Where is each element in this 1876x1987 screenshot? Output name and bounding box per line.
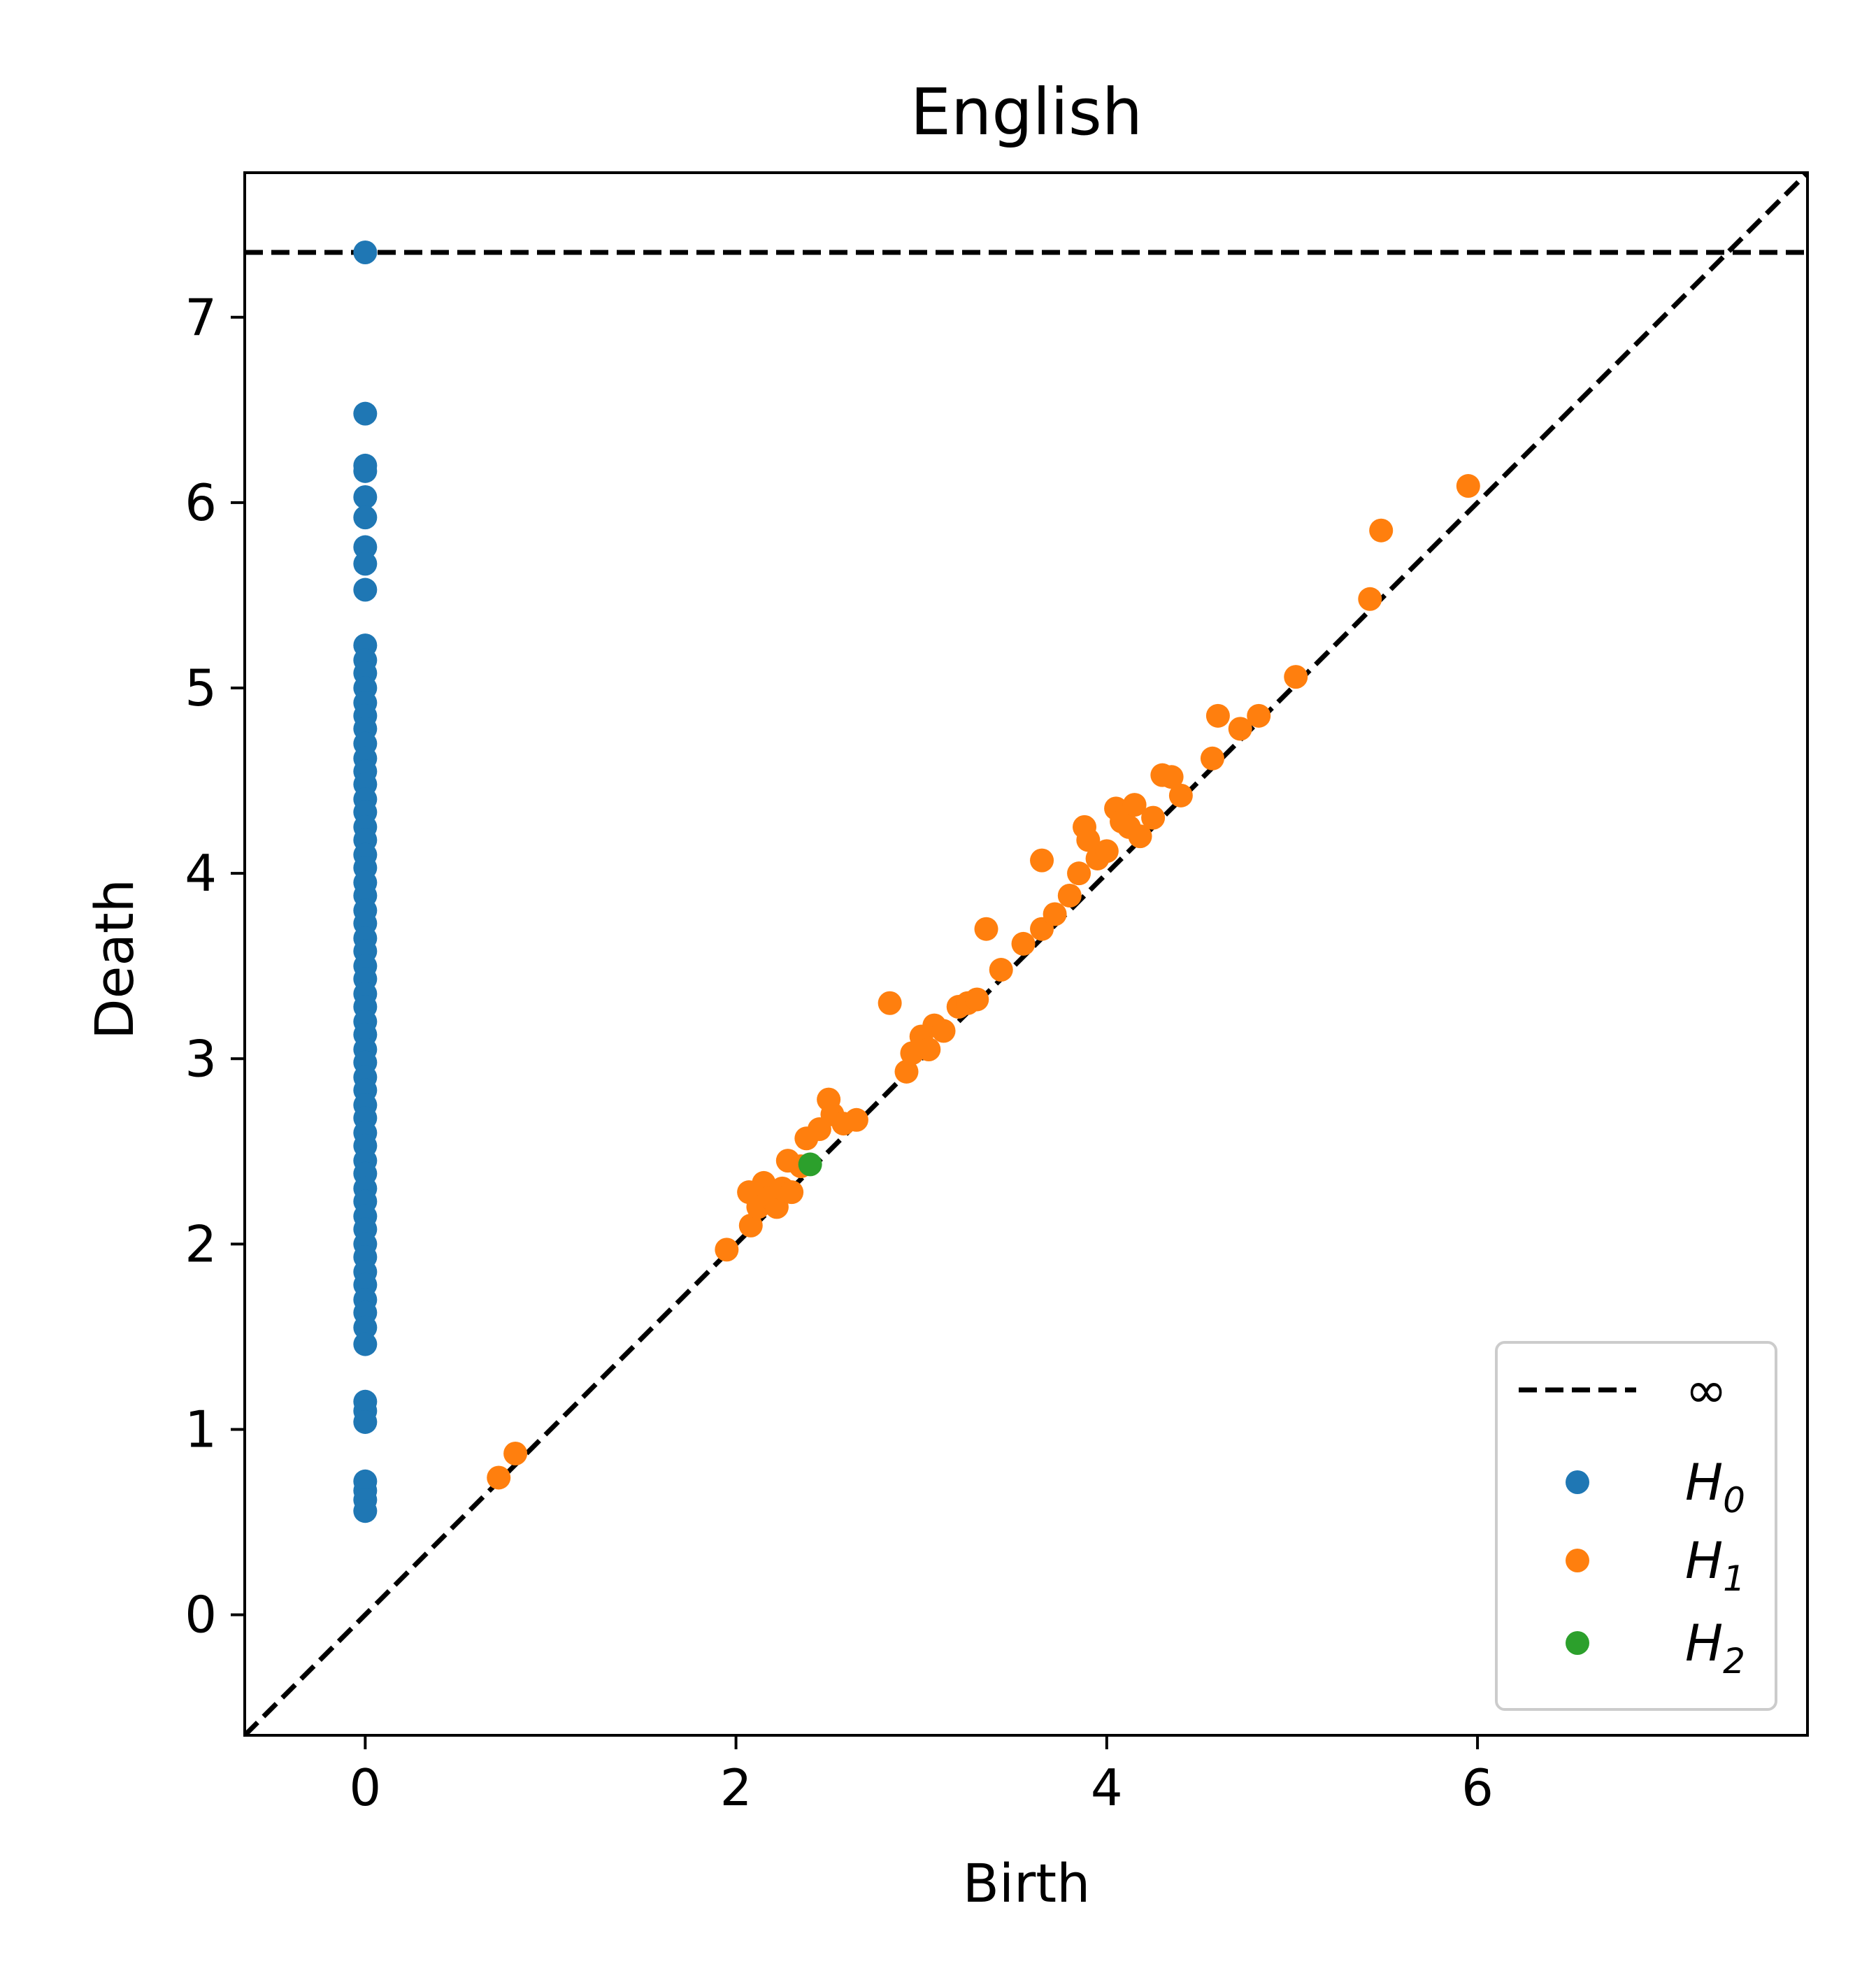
legend-point-marker-2	[1566, 1549, 1589, 1572]
point-H1-30	[989, 958, 1013, 982]
point-H0-1	[353, 401, 378, 426]
point-H1-54	[1284, 665, 1308, 689]
series-H0	[353, 241, 378, 1523]
x-tick-label-0: 0	[349, 1758, 381, 1817]
y-tick-label-2: 2	[185, 1214, 217, 1273]
legend-label-subscript-2: 1	[1723, 1558, 1745, 1599]
point-H1-57	[1456, 474, 1480, 498]
point-H1-35	[1057, 883, 1082, 908]
point-H1-49	[1168, 783, 1193, 808]
plot-frame	[243, 171, 1809, 1737]
series-H1	[487, 474, 1480, 1490]
point-H1-51	[1205, 703, 1230, 728]
point-H1-25	[931, 1019, 956, 1043]
point-H1-44	[1122, 793, 1147, 817]
y-axis-label: Death	[83, 879, 145, 1040]
point-H1-34	[1043, 902, 1067, 926]
series-H2	[798, 1152, 822, 1177]
point-H1-36	[1067, 861, 1091, 886]
chart-title: English	[910, 75, 1143, 150]
x-tick-label-4: 4	[1091, 1758, 1123, 1817]
point-H0-5	[353, 505, 378, 530]
point-H0-7	[353, 552, 378, 576]
point-H1-38	[1076, 828, 1101, 852]
legend-label-1: H0	[1685, 1453, 1745, 1521]
point-H0-3	[353, 459, 378, 483]
point-H1-19	[878, 991, 902, 1015]
point-H1-29	[974, 917, 998, 941]
point-H1-8	[764, 1195, 789, 1219]
point-H1-28	[965, 987, 989, 1012]
y-tick-label-7: 7	[185, 288, 217, 347]
point-H1-55	[1358, 587, 1382, 611]
point-H0-8	[353, 578, 378, 602]
point-H0-58	[353, 1315, 378, 1340]
axis-ticks: 0 2 4 6 0 1 2 3 4 5 6 7	[185, 288, 1494, 1817]
point-H1-46	[1141, 805, 1166, 830]
point-H1-56	[1369, 518, 1394, 543]
y-tick-label-3: 3	[185, 1029, 217, 1088]
point-H1-45	[1128, 824, 1152, 849]
legend-point-marker-1	[1566, 1470, 1589, 1494]
point-H1-11	[780, 1180, 804, 1205]
point-H1-50	[1200, 746, 1224, 770]
point-H1-0	[487, 1465, 511, 1490]
point-H2-0	[798, 1152, 822, 1177]
plot-area	[243, 171, 1809, 1737]
legend-label-subscript-3: 2	[1723, 1641, 1745, 1681]
legend-point-marker-3	[1566, 1631, 1589, 1655]
point-H0-59	[353, 1332, 378, 1356]
point-H1-32	[1030, 848, 1054, 873]
x-axis-label: Birth	[963, 1852, 1090, 1914]
point-H1-18	[844, 1107, 868, 1132]
point-H1-52	[1228, 717, 1252, 741]
y-tick-label-1: 1	[185, 1400, 217, 1459]
y-tick-label-4: 4	[185, 844, 217, 903]
point-H1-20	[894, 1059, 919, 1084]
point-H0-4	[353, 485, 378, 509]
x-tick-label-2: 2	[720, 1758, 752, 1817]
point-H1-53	[1247, 703, 1271, 728]
point-H0-62	[353, 1409, 378, 1434]
legend-item-1: H0	[1566, 1453, 1745, 1521]
point-H1-4	[738, 1213, 763, 1238]
point-H1-40	[1094, 839, 1119, 863]
point-H1-48	[1159, 765, 1184, 789]
point-H0-0	[353, 241, 378, 265]
y-tick-label-5: 5	[185, 659, 217, 717]
legend-item-0: ∞	[1519, 1361, 1727, 1419]
point-H1-31	[1011, 931, 1036, 956]
point-H0-66	[353, 1499, 378, 1523]
point-H0-6	[353, 535, 378, 559]
point-H1-1	[503, 1442, 528, 1466]
legend-frame	[1495, 1341, 1777, 1711]
point-H1-2	[715, 1238, 739, 1262]
legend-label-subscript-1: 0	[1723, 1480, 1745, 1521]
x-tick-label-6: 6	[1461, 1758, 1494, 1817]
y-tick-label-6: 6	[185, 473, 217, 532]
legend-label-0: ∞	[1685, 1361, 1727, 1419]
point-H1-23	[917, 1038, 941, 1062]
y-tick-label-0: 0	[185, 1586, 217, 1644]
plot-inner	[245, 173, 1807, 1735]
